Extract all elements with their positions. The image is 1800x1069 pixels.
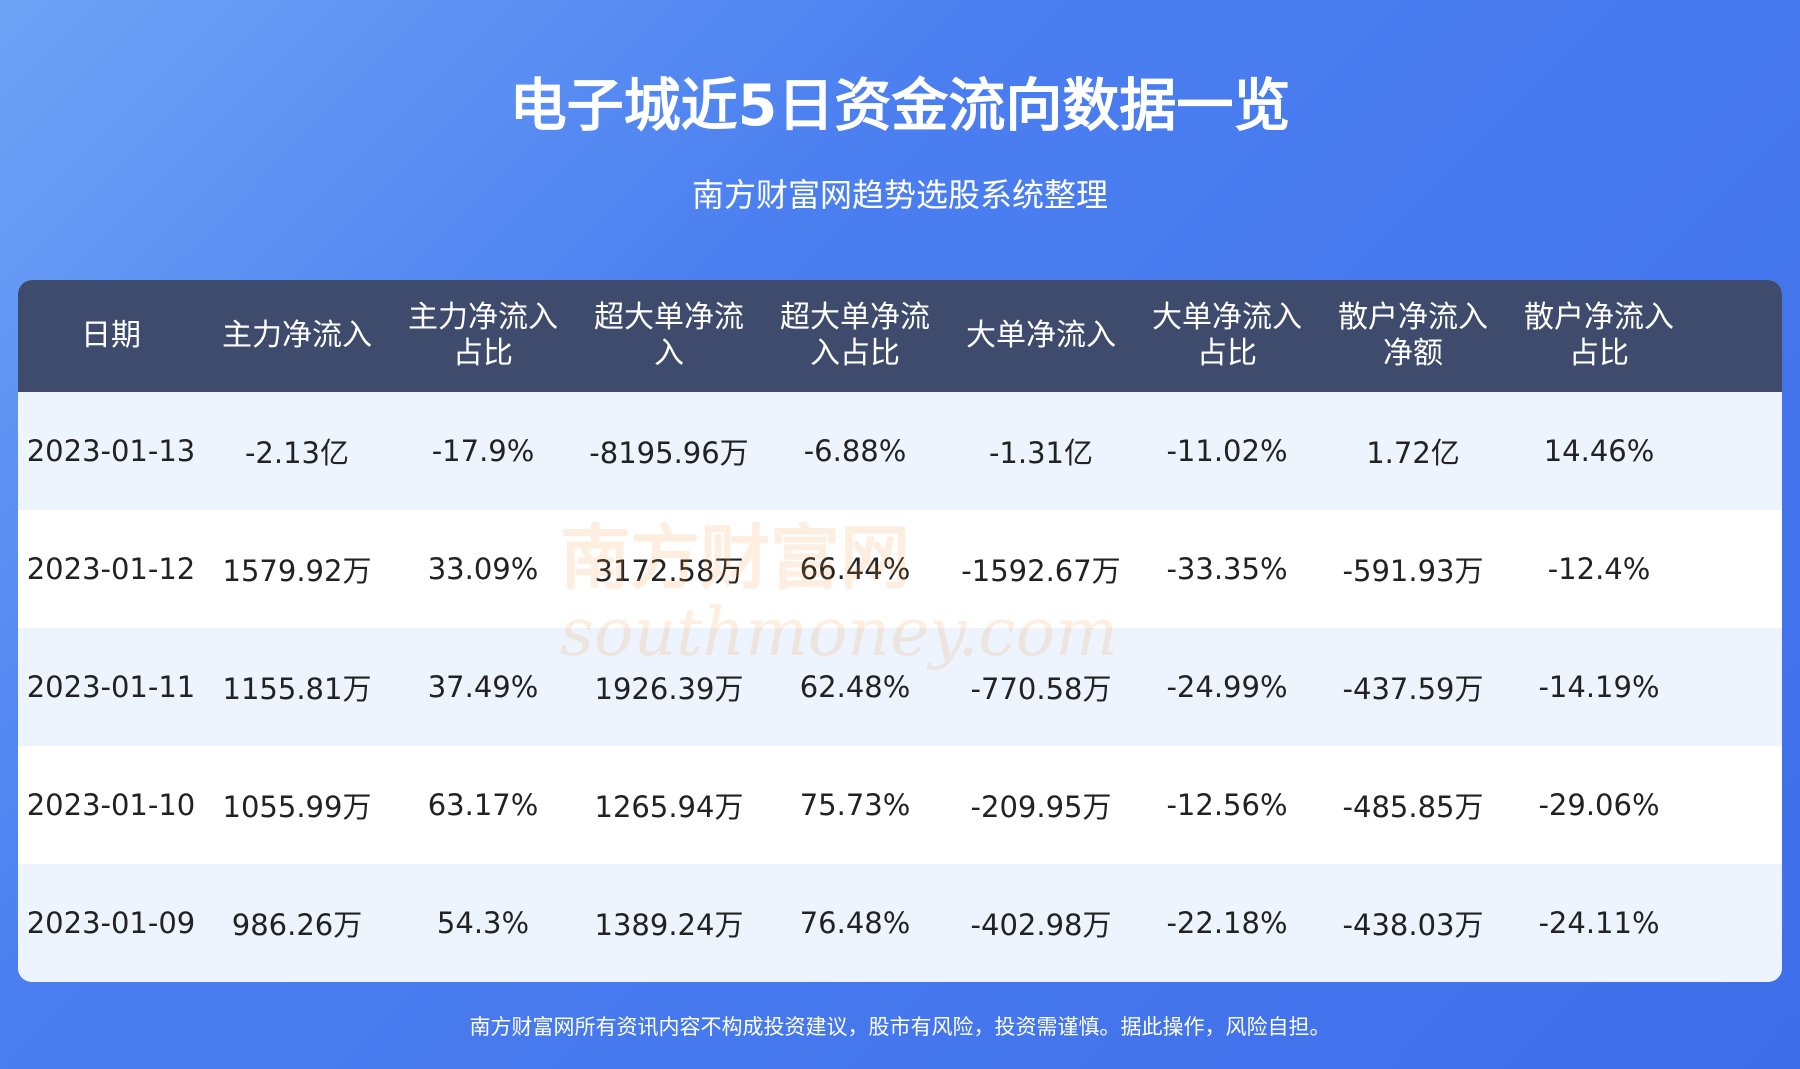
table-cell: 33.09% — [427, 552, 539, 586]
table-row: 2023-01-10 1055.99万 63.17% 1265.94万 75.73% -2… — [18, 746, 1782, 864]
table-cell: -12.56% — [1166, 788, 1288, 822]
header-cell: 主力净流入 — [204, 318, 390, 354]
table-cell: -402.98万 — [970, 908, 1112, 942]
table-cell: -1.31亿 — [988, 436, 1094, 470]
table-cell: 1579.92万 — [222, 554, 372, 588]
table-cell: 54.3% — [436, 906, 530, 940]
header-row: 日期 主力净流入 主力净流入占比 超大单净流入 超大单净流入占比 大单净流入 大单净流入占比… — [18, 280, 1782, 392]
table-cell: 2023-01-10 — [26, 788, 196, 822]
table-cell: 1055.99万 — [222, 790, 372, 824]
table-cell: 2023-01-13 — [26, 434, 196, 468]
header-cell: 散户净流入净额 — [1320, 300, 1506, 372]
table-cell: -11.02% — [1166, 434, 1288, 468]
table-cell: 1265.94万 — [594, 790, 744, 824]
table-cell: -1592.67万 — [961, 554, 1121, 588]
table-cell: 2023-01-11 — [26, 670, 196, 704]
table-cell: -24.11% — [1538, 906, 1660, 940]
table-cell: 986.26万 — [231, 908, 363, 942]
table-row: 2023-01-13 -2.13亿 -17.9% -8195.96万 -6.88% -1.… — [18, 392, 1782, 510]
header-text: 大单净流入 — [966, 318, 1116, 353]
table-cell: 66.44% — [799, 552, 911, 586]
header-cell: 大单净流入 — [948, 318, 1134, 354]
header-cell: 超大单净流入占比 — [762, 300, 948, 372]
table-cell: 76.48% — [799, 906, 911, 940]
header-text: 散户净流入占比 — [1524, 300, 1674, 371]
header-text: 超大单净流入占比 — [780, 300, 930, 371]
title: 电子城近5日资金流向数据一览 — [509, 73, 1291, 139]
table-cell: -12.4% — [1547, 552, 1651, 586]
table-cell: -485.85万 — [1342, 790, 1484, 824]
table-cell: 2023-01-12 — [26, 552, 196, 586]
table-cell: -24.99% — [1166, 670, 1288, 704]
table-cell: -209.95万 — [970, 790, 1112, 824]
table-cell: -14.19% — [1538, 670, 1660, 704]
table-cell: -437.59万 — [1342, 672, 1484, 706]
header-cell: 日期 — [18, 318, 204, 354]
header-text: 超大单净流入 — [594, 300, 744, 371]
table-cell: 63.17% — [427, 788, 539, 822]
table-cell: 1926.39万 — [594, 672, 744, 706]
subtitle: 南方财富网趋势选股系统整理 — [691, 176, 1108, 214]
header-text: 大单净流入占比 — [1152, 300, 1302, 371]
table: 日期 主力净流入 主力净流入占比 超大单净流入 超大单净流入占比 大单净流入 大单净流入占比… — [18, 280, 1782, 982]
table-cell: -770.58万 — [970, 672, 1112, 706]
table-cell: -591.93万 — [1342, 554, 1484, 588]
table-row: 2023-01-12 1579.92万 33.09% 3172.58万 66.44% -1… — [18, 510, 1782, 628]
table-row: 2023-01-11 1155.81万 37.49% 1926.39万 62.48% -7… — [18, 628, 1782, 746]
header-cell: 主力净流入占比 — [390, 300, 576, 372]
table-cell: -6.88% — [803, 434, 907, 468]
table-cell: -8195.96万 — [589, 436, 749, 470]
header-text: 日期 — [81, 318, 141, 353]
table-cell: 75.73% — [799, 788, 911, 822]
table-cell: 2023-01-09 — [26, 906, 196, 940]
header-text: 主力净流入 — [222, 318, 372, 353]
header-cell: 散户净流入占比 — [1506, 300, 1692, 372]
header-text: 散户净流入净额 — [1338, 300, 1488, 371]
table-cell: 62.48% — [799, 670, 911, 704]
table-cell: -438.03万 — [1342, 908, 1484, 942]
table-cell: -33.35% — [1166, 552, 1288, 586]
table-cell: -2.13亿 — [244, 436, 350, 470]
table-cell: 3172.58万 — [594, 554, 744, 588]
header-cell: 超大单净流入 — [576, 300, 762, 372]
footer: 南方财富网所有资讯内容不构成投资建议，股市有风险，投资需谨慎。据此操作，风险自担… — [469, 1015, 1331, 1039]
table-cell: 37.49% — [427, 670, 539, 704]
table-cell: 1155.81万 — [222, 672, 372, 706]
table-cell: -29.06% — [1538, 788, 1660, 822]
table-cell: 1.72亿 — [1366, 436, 1460, 470]
table-cell: 1389.24万 — [594, 908, 744, 942]
table-cell: -17.9% — [431, 434, 535, 468]
table-cell: 14.46% — [1543, 434, 1655, 468]
table-row: 2023-01-09 986.26万 54.3% 1389.24万 76.48% -402… — [18, 864, 1782, 982]
header-text: 主力净流入占比 — [408, 300, 558, 371]
table-cell: -22.18% — [1166, 906, 1288, 940]
header-cell: 大单净流入占比 — [1134, 300, 1320, 372]
